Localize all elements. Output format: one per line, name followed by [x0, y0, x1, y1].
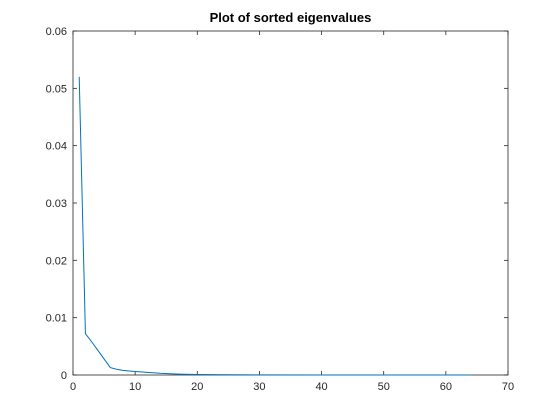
y-tick-label: 0.04	[46, 141, 67, 153]
x-tick-label: 40	[315, 381, 327, 393]
y-tick-label: 0.01	[46, 313, 67, 325]
y-tick-label: 0	[61, 370, 67, 382]
x-tick-label: 60	[440, 381, 452, 393]
y-tick-label: 0.05	[46, 83, 67, 95]
series-layer	[78, 76, 471, 376]
plot-area	[72, 30, 509, 376]
x-tick-label: 20	[191, 381, 203, 393]
x-tick-label: 70	[502, 381, 514, 393]
y-axis-ticks: 0 0.01 0.02 0.03 0.04 0.05 0.06	[46, 26, 508, 382]
x-tick-label: 0	[70, 381, 76, 393]
y-tick-label: 0.02	[46, 255, 67, 267]
x-tick-label: 30	[253, 381, 265, 393]
x-axis-ticks: 0 10 20 30 40 50 60 70	[70, 31, 514, 393]
y-tick-label: 0.03	[46, 198, 67, 210]
chart-title: Plot of sorted eigenvalues	[210, 10, 372, 25]
eigenvalue-series-line	[78, 76, 471, 376]
y-tick-label: 0.06	[46, 26, 67, 38]
x-tick-label: 50	[378, 381, 390, 393]
x-tick-label: 10	[129, 381, 141, 393]
